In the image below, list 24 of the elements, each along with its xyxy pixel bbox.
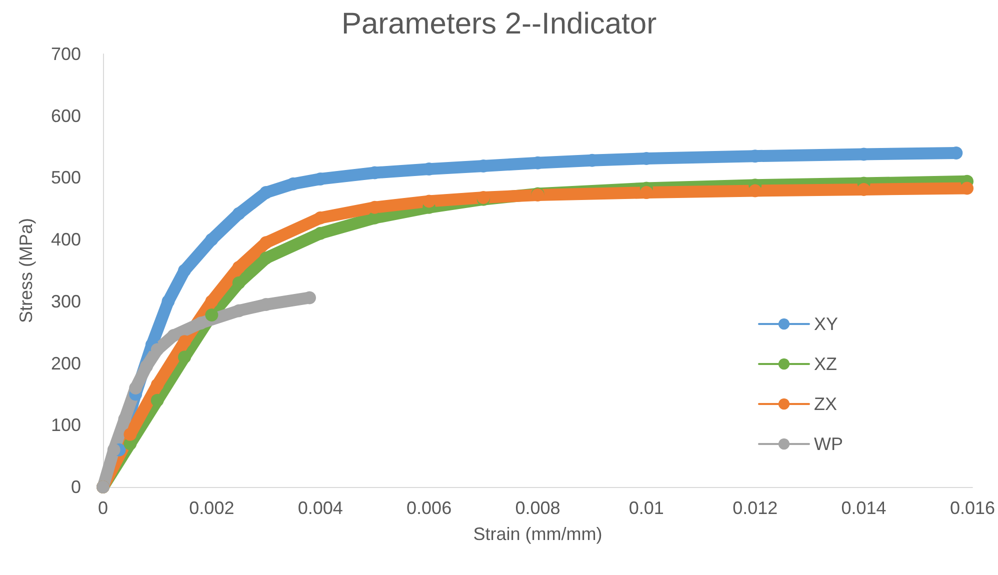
x-tick-label: 0.002 xyxy=(189,498,234,518)
x-axis-title: Strain (mm/mm) xyxy=(473,524,602,544)
y-tick-label: 400 xyxy=(50,230,81,250)
legend-label: XZ xyxy=(814,354,838,374)
y-tick-label: 0 xyxy=(70,477,81,497)
x-tick-label: 0.01 xyxy=(628,498,664,518)
x-tick-label: 0 xyxy=(98,498,108,518)
y-tick-label: 300 xyxy=(50,291,81,312)
y-tick-label: 200 xyxy=(50,353,81,374)
x-tick-label: 0.014 xyxy=(841,498,886,518)
x-tick-label: 0.008 xyxy=(515,498,560,518)
x-tick-label: 0.012 xyxy=(732,498,778,518)
y-tick-label: 600 xyxy=(50,106,81,126)
chart-title: Parameters 2--Indicator xyxy=(341,8,657,40)
x-tick-label: 0.016 xyxy=(950,498,995,518)
y-tick-label: 500 xyxy=(50,168,81,188)
y-tick-label: 700 xyxy=(50,44,81,64)
legend-label: XY xyxy=(814,314,838,334)
legend-label: ZX xyxy=(814,394,838,414)
legend-label: WP xyxy=(814,434,844,454)
y-axis-title: Stress (MPa) xyxy=(16,218,36,324)
y-tick-label: 100 xyxy=(50,415,81,436)
x-tick-label: 0.006 xyxy=(406,498,452,518)
x-tick-label: 0.004 xyxy=(298,498,343,518)
